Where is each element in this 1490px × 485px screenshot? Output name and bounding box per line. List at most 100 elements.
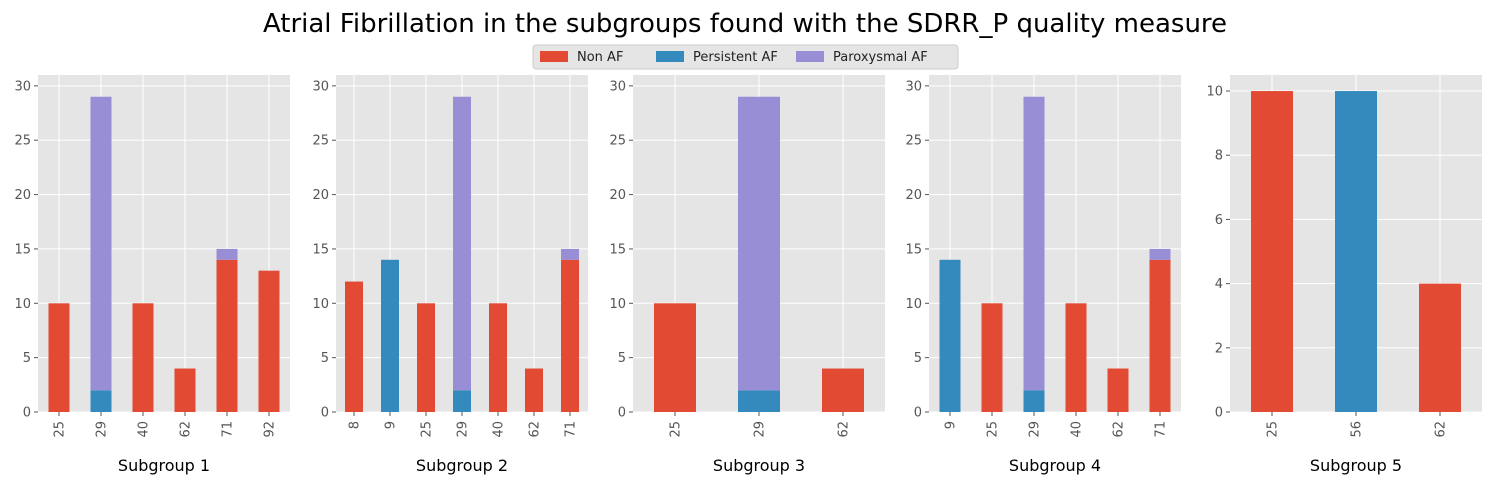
x-tick-label: 8 (348, 421, 363, 429)
y-tick-label: 10 (14, 297, 31, 312)
bar-segment (90, 96, 112, 391)
y-tick-label: 2 (1215, 341, 1223, 356)
bar-segment (1335, 91, 1377, 413)
y-tick-label: 30 (312, 79, 329, 94)
y-tick-label: 10 (609, 297, 626, 312)
bar-segment (561, 248, 579, 260)
subplot: 0 5 10 15 20 25 30 9 25 29 40 62 71 Subgroup 4 (905, 75, 1181, 475)
y-tick-label: 25 (905, 134, 922, 149)
subplot: 0 2 4 6 8 10 25 56 62 Subgroup 5 (1206, 75, 1482, 475)
bar-segment (417, 303, 435, 412)
bar-segment (1251, 91, 1293, 413)
x-axis-label: Subgroup 2 (416, 456, 508, 475)
legend-label: Paroxysmal AF (833, 50, 928, 65)
y-tick-label: 4 (1215, 277, 1223, 292)
y-tick-label: 5 (618, 351, 626, 366)
bar-segment (654, 303, 696, 412)
x-axis-label: Subgroup 1 (118, 456, 210, 475)
y-tick-label: 8 (1215, 149, 1223, 164)
bar-segment (174, 368, 196, 412)
x-tick-label: 62 (1112, 421, 1127, 438)
bar-segment (1107, 368, 1129, 412)
bar-segment (90, 390, 112, 412)
bar-segment (981, 303, 1003, 412)
bar-segment (216, 248, 238, 260)
x-axis-label: Subgroup 4 (1009, 456, 1101, 475)
y-tick-label: 25 (312, 134, 329, 149)
x-tick-label: 25 (420, 421, 435, 438)
x-tick-label: 25 (669, 421, 684, 438)
x-tick-label: 71 (1154, 421, 1169, 438)
y-tick-label: 15 (905, 242, 922, 257)
bar-segment (453, 96, 471, 391)
subplot: 0 5 10 15 20 25 30 25 29 40 62 71 92 Subgroup 1 (14, 75, 290, 475)
y-tick-label: 10 (1206, 85, 1223, 100)
y-tick-label: 25 (609, 134, 626, 149)
legend-swatch (656, 51, 684, 62)
subplot: 0 5 10 15 20 25 30 8 9 25 29 40 62 71 Subgroup 2 (312, 75, 588, 475)
legend-swatch (796, 51, 824, 62)
bar-segment (1023, 390, 1045, 412)
y-tick-label: 20 (905, 188, 922, 203)
y-tick-label: 30 (14, 79, 31, 94)
bar-segment (258, 270, 280, 412)
legend-swatch (540, 51, 568, 62)
y-tick-label: 30 (609, 79, 626, 94)
x-tick-label: 29 (456, 421, 471, 438)
bar-segment (453, 390, 471, 412)
x-tick-label: 71 (221, 421, 236, 438)
bar-segment (489, 303, 507, 412)
x-tick-label: 29 (95, 421, 110, 438)
x-tick-label: 25 (986, 421, 1001, 438)
legend-label: Persistent AF (693, 50, 778, 65)
x-tick-label: 56 (1350, 421, 1365, 438)
bar-segment (1023, 96, 1045, 391)
legend-frame (532, 44, 959, 70)
y-tick-label: 25 (14, 134, 31, 149)
y-tick-label: 30 (905, 79, 922, 94)
bar-segment (525, 368, 543, 412)
x-tick-label: 9 (944, 421, 959, 429)
x-tick-label: 25 (1266, 421, 1281, 438)
y-tick-label: 15 (14, 242, 31, 257)
bar-segment (132, 303, 154, 412)
y-tick-label: 20 (609, 188, 626, 203)
bar-segment (939, 259, 961, 412)
bar-segment (48, 303, 70, 412)
x-tick-label: 25 (53, 421, 68, 438)
x-axis-label: Subgroup 5 (1310, 456, 1402, 475)
y-tick-label: 0 (1215, 406, 1223, 421)
y-tick-label: 15 (609, 242, 626, 257)
chart-title: Atrial Fibrillation in the subgroups fou… (263, 9, 1227, 39)
plot-area (929, 75, 1181, 412)
y-tick-label: 0 (914, 406, 922, 421)
x-tick-label: 29 (1028, 421, 1043, 438)
y-tick-label: 5 (23, 351, 31, 366)
plot-area (38, 75, 290, 412)
x-tick-label: 62 (1434, 421, 1449, 438)
x-tick-label: 40 (1070, 421, 1085, 438)
y-tick-label: 5 (321, 351, 329, 366)
y-tick-label: 10 (905, 297, 922, 312)
subplot: 0 5 10 15 20 25 30 25 29 62 Subgroup 3 (609, 75, 885, 475)
y-tick-label: 0 (618, 406, 626, 421)
y-tick-label: 20 (312, 188, 329, 203)
chart-legend: Non AF Persistent AF Paroxysmal AF (532, 44, 959, 70)
y-tick-label: 5 (914, 351, 922, 366)
bar-segment (216, 259, 238, 412)
legend-label: Non AF (577, 50, 623, 65)
y-tick-label: 6 (1215, 213, 1223, 228)
y-tick-label: 15 (312, 242, 329, 257)
bar-segment (1419, 283, 1461, 412)
y-tick-label: 20 (14, 188, 31, 203)
x-tick-label: 92 (263, 421, 278, 438)
x-tick-label: 62 (837, 421, 852, 438)
x-tick-label: 62 (179, 421, 194, 438)
x-tick-label: 71 (564, 421, 579, 438)
y-tick-label: 0 (23, 406, 31, 421)
bar-segment (1149, 259, 1171, 412)
x-tick-label: 40 (492, 421, 507, 438)
bar-segment (381, 259, 399, 412)
